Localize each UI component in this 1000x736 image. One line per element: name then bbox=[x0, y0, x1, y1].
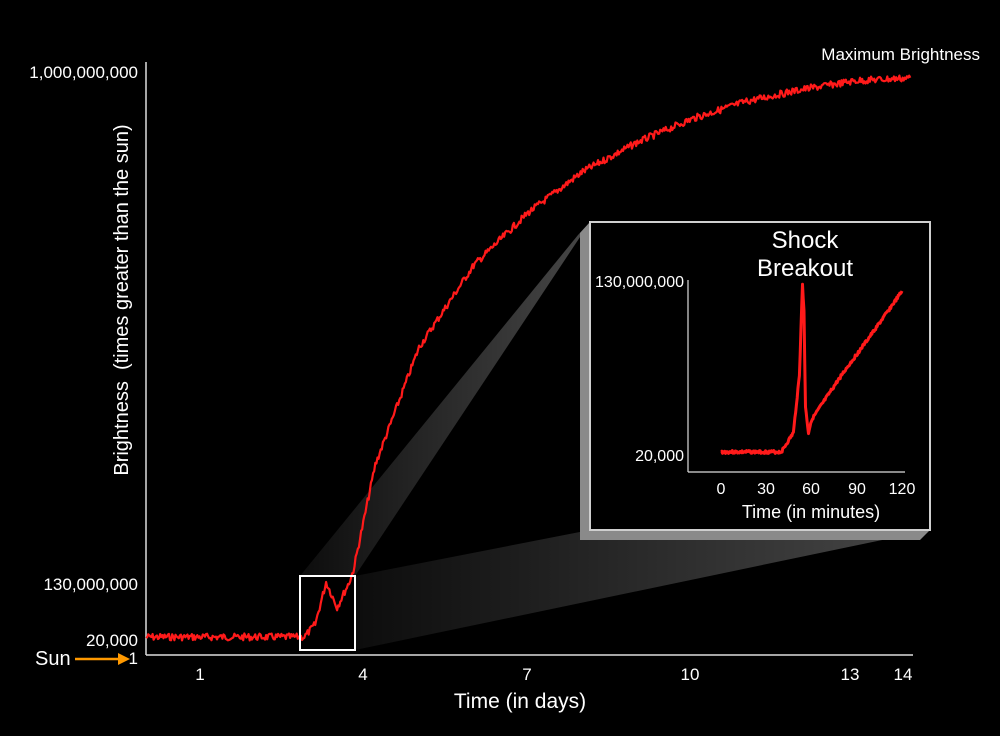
inset-panel bbox=[589, 221, 931, 531]
inset-y-tick-label: 130,000,000 bbox=[595, 274, 684, 291]
zoom-funnel-upper bbox=[300, 222, 590, 576]
main-x-tick-label: 1 bbox=[195, 665, 204, 684]
main-y-tick-label: 130,000,000 bbox=[43, 575, 138, 594]
main-y-tick-label: 20,000 bbox=[86, 631, 138, 650]
zoom-funnel-lower bbox=[355, 530, 930, 650]
inset-x-tick-label: 90 bbox=[848, 481, 866, 498]
inset-y-tick-label: 20,000 bbox=[635, 448, 684, 465]
inset-x-tick-label: 30 bbox=[757, 481, 775, 498]
main-brightness-line bbox=[145, 74, 912, 642]
zoom-box bbox=[299, 575, 356, 651]
main-x-tick-label: 4 bbox=[358, 665, 367, 684]
inset-x-tick-label: 0 bbox=[717, 481, 726, 498]
inset-annotation-line1: Shock bbox=[772, 227, 840, 254]
main-x-tick-label: 13 bbox=[841, 665, 860, 684]
sun-label: Sun bbox=[35, 648, 71, 670]
main-x-tick-label: 10 bbox=[681, 665, 700, 684]
main-x-axis-label: Time (in days) bbox=[454, 690, 586, 713]
inset-brightness-line bbox=[720, 282, 904, 455]
main-x-tick-label: 7 bbox=[522, 665, 531, 684]
main-x-tick-label: 14 bbox=[894, 665, 913, 684]
inset-x-axis-label: Time (in minutes) bbox=[742, 502, 880, 522]
main-y-axis-label: Brightness (times greater than the sun) bbox=[111, 124, 133, 475]
inset-annotation-line2: Breakout bbox=[757, 255, 853, 282]
inset-x-tick-label: 120 bbox=[889, 481, 916, 498]
maximum-brightness-annotation: Maximum Brightness bbox=[821, 45, 980, 64]
main-y-tick-label: 1,000,000,000 bbox=[29, 63, 138, 82]
inset-x-tick-label: 60 bbox=[802, 481, 820, 498]
main-y-tick-label: 1 bbox=[129, 649, 138, 668]
sun-arrowhead-icon bbox=[118, 653, 130, 665]
